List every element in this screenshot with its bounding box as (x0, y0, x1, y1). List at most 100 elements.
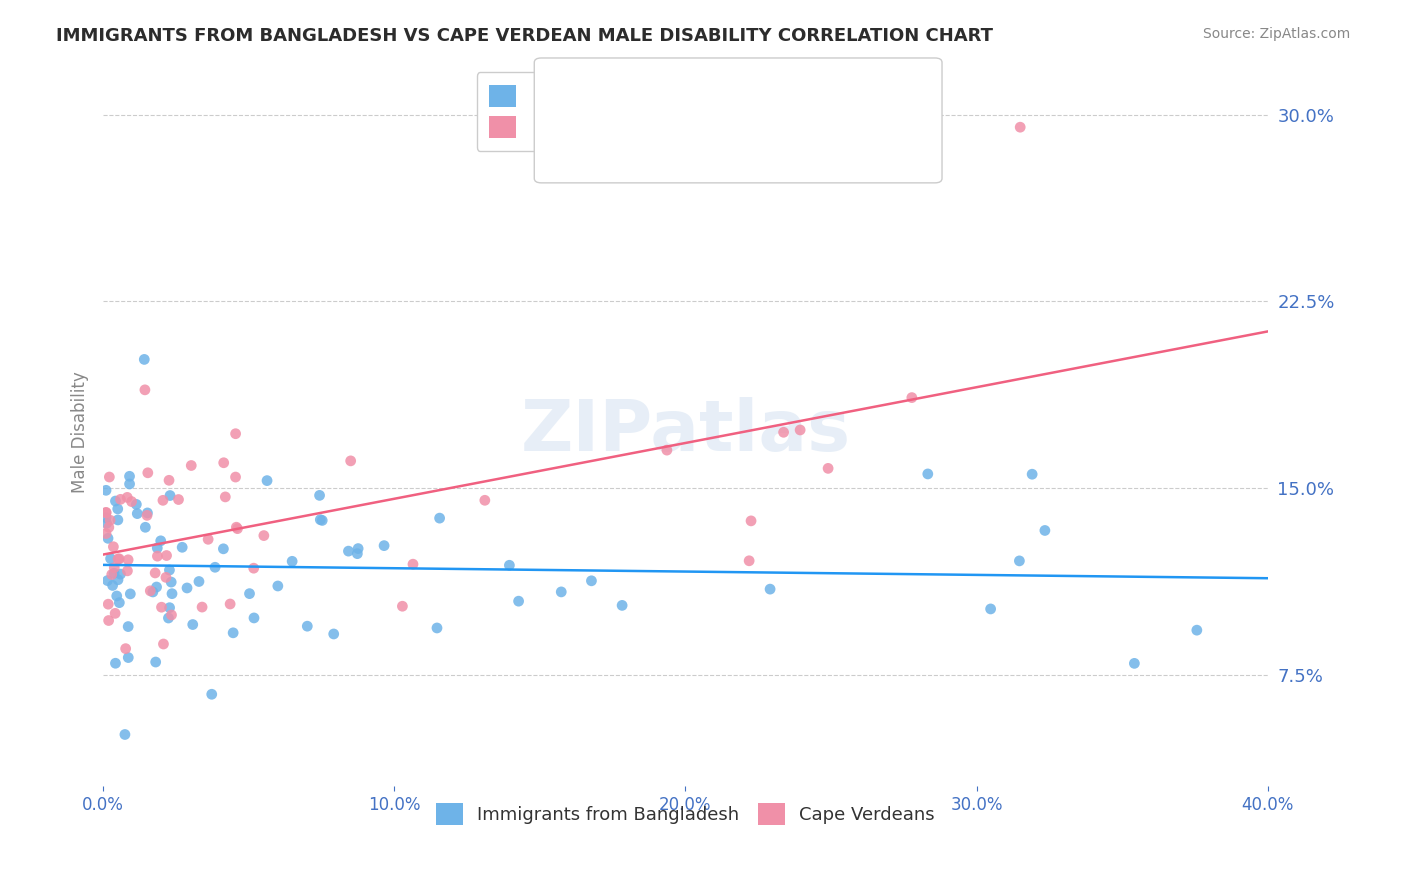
Point (97, 614, 120, 628)
Point (127, 507, 149, 521)
Point (1008, 554, 1031, 568)
Point (115, 491, 138, 505)
Point (297, 619, 319, 633)
Point (120, 587, 142, 601)
Point (142, 585, 165, 599)
Point (204, 560, 226, 574)
Point (222, 625, 245, 640)
Point (117, 650, 139, 665)
Point (180, 458, 202, 473)
Point (980, 602, 1002, 616)
Point (253, 528, 276, 542)
Point (155, 570, 177, 584)
Point (118, 477, 141, 491)
Text: IMMIGRANTS FROM BANGLADESH VS CAPE VERDEAN MALE DISABILITY CORRELATION CHART: IMMIGRANTS FROM BANGLADESH VS CAPE VERDE… (56, 27, 993, 45)
Point (391, 599, 413, 614)
Point (96, 574, 118, 588)
Point (107, 502, 129, 516)
Point (157, 473, 180, 487)
Point (160, 607, 183, 622)
Text: ZIPatlas: ZIPatlas (520, 398, 851, 467)
Point (105, 589, 128, 603)
Point (201, 687, 224, 701)
Point (1033, 524, 1056, 538)
Point (145, 580, 167, 594)
Point (103, 566, 125, 581)
Point (346, 547, 368, 561)
Point (146, 541, 169, 555)
Point (242, 561, 264, 575)
Point (339, 454, 361, 468)
Point (118, 469, 141, 483)
Point (150, 600, 173, 615)
Point (146, 549, 169, 563)
Point (309, 513, 332, 527)
Point (94, 526, 117, 541)
Point (225, 520, 247, 534)
Point (581, 574, 603, 588)
Point (94, 506, 117, 520)
Point (212, 456, 235, 470)
Point (772, 425, 794, 440)
Point (225, 470, 247, 484)
Point (139, 583, 162, 598)
Point (101, 578, 124, 592)
Point (134, 520, 156, 534)
Point (159, 600, 181, 615)
Point (121, 494, 143, 508)
Point (172, 541, 194, 555)
Point (281, 554, 304, 568)
Point (160, 575, 183, 590)
Point (1021, 467, 1043, 482)
Point (104, 494, 127, 508)
Point (347, 541, 370, 556)
Point (243, 611, 266, 625)
Point (322, 627, 344, 641)
Point (94, 510, 117, 524)
Point (337, 544, 360, 558)
Point (429, 511, 451, 525)
Point (610, 599, 633, 613)
Point (97, 532, 120, 546)
Point (474, 493, 496, 508)
Point (214, 490, 236, 504)
Point (738, 554, 761, 568)
Point (117, 619, 139, 633)
Point (188, 574, 211, 589)
Point (100, 567, 122, 582)
Point (426, 621, 449, 635)
Point (238, 587, 260, 601)
Point (114, 727, 136, 741)
Point (311, 513, 333, 527)
Point (134, 352, 156, 367)
Point (1185, 623, 1208, 637)
Point (740, 514, 762, 528)
Point (1123, 657, 1146, 671)
Point (143, 566, 166, 580)
Point (136, 466, 159, 480)
Point (94, 505, 117, 519)
Point (256, 474, 278, 488)
Point (550, 585, 572, 599)
Point (159, 563, 181, 577)
Point (197, 533, 219, 547)
Point (108, 552, 131, 566)
Point (94, 483, 117, 498)
Point (152, 637, 174, 651)
Point (1010, 120, 1032, 135)
Point (917, 467, 939, 481)
Text: Source: ZipAtlas.com: Source: ZipAtlas.com (1202, 27, 1350, 41)
Point (155, 549, 177, 563)
Point (901, 391, 924, 405)
Point (103, 540, 125, 554)
Point (117, 564, 139, 578)
Point (107, 513, 129, 527)
Point (655, 443, 678, 458)
Point (104, 607, 127, 621)
Point (160, 587, 183, 601)
Point (117, 553, 139, 567)
Point (219, 597, 242, 611)
Point (152, 493, 174, 508)
Point (149, 533, 172, 548)
Point (100, 551, 122, 566)
